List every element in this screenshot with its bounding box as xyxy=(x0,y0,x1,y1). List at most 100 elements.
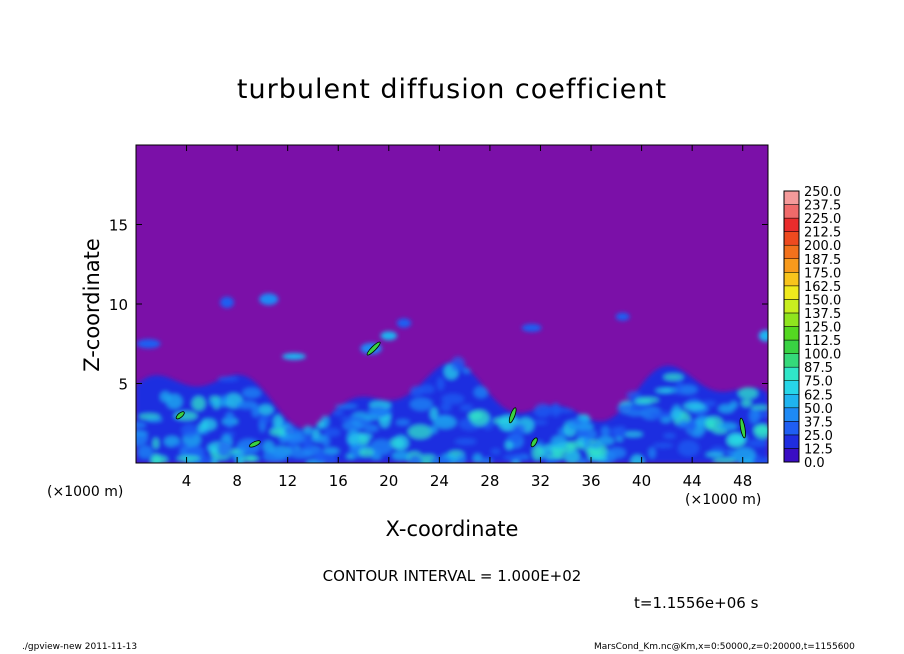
turbulence-blob xyxy=(701,400,716,407)
turbulence-blob xyxy=(615,426,627,438)
turbulence-blob xyxy=(363,424,379,433)
turbulence-blob xyxy=(332,409,344,416)
colorbar-bin xyxy=(783,272,800,287)
turbulence-blob xyxy=(211,456,218,463)
colorbar-bin xyxy=(783,366,800,381)
turbulence-blob xyxy=(290,449,313,459)
turbulence-blob xyxy=(456,453,466,463)
x-axis-label: X-coordinate xyxy=(385,517,519,541)
turbulence-blob xyxy=(635,397,659,403)
turbulence-blob xyxy=(663,432,676,439)
turbulence-blob xyxy=(648,447,656,459)
turbulence-blob xyxy=(322,435,330,448)
footer-left: ./gpview-new 2011-11-13 xyxy=(22,642,138,652)
turbulence-blob xyxy=(601,426,610,438)
turbulence-blob xyxy=(303,425,313,435)
turbulence-blob xyxy=(597,436,615,446)
turbulence-blob xyxy=(334,404,358,409)
turbulence-blob xyxy=(705,452,724,457)
turbulence-blob xyxy=(358,448,374,457)
x-tick-label: 4 xyxy=(182,472,192,490)
chart-title: turbulent diffusion coefficient xyxy=(236,74,668,105)
turbulence-blob xyxy=(181,423,198,438)
colorbar-label: 187.5 xyxy=(804,253,841,268)
x-tick-label: 24 xyxy=(430,472,449,490)
turbulence-blob xyxy=(283,425,297,435)
x-axis-ticks: 4 8 12 16 20 24 28 32 36 40 44 48 xyxy=(182,145,752,490)
turbulence-blob xyxy=(430,456,452,463)
turbulence-blob xyxy=(545,454,567,459)
colorbar-bin xyxy=(783,217,800,232)
turbulence-blob xyxy=(738,387,758,399)
turbulence-blob xyxy=(324,454,338,463)
eddy xyxy=(521,323,542,332)
eddy xyxy=(259,293,279,306)
turbulence-blob xyxy=(583,436,590,451)
turbulence-blob xyxy=(532,445,543,461)
turbulence-blob xyxy=(551,435,568,450)
x-tick-label: 12 xyxy=(278,472,297,490)
turbulence-blob xyxy=(323,447,340,455)
colorbar-label: 125.0 xyxy=(804,321,841,336)
turbulence-blob xyxy=(655,388,673,393)
turbulence-blob xyxy=(340,416,363,422)
turbulence-blob xyxy=(262,440,275,453)
turbulence-blob xyxy=(607,447,626,459)
x-tick-label: 36 xyxy=(581,472,600,490)
contour-streak xyxy=(175,411,185,420)
turbulence-blob xyxy=(242,387,262,399)
turbulence-blob xyxy=(433,415,457,429)
colorbar-bin xyxy=(783,421,800,436)
turbulence-blob xyxy=(258,404,274,415)
turbulence-blob xyxy=(733,447,756,463)
colorbar-label: 62.5 xyxy=(804,388,833,403)
turbulence-blob xyxy=(754,424,768,439)
turbulence-blob xyxy=(749,408,760,424)
colorbar-bin xyxy=(783,299,800,314)
turbulence-blob xyxy=(460,404,473,412)
turbulence-blob xyxy=(273,414,283,428)
turbulence-blob xyxy=(236,400,258,409)
colorbar-bin xyxy=(783,394,800,409)
colorbar-label: 137.5 xyxy=(804,307,841,322)
turbulence-blob xyxy=(281,433,306,444)
turbulence-blob xyxy=(347,429,360,446)
x-tick-label: 28 xyxy=(480,472,499,490)
turbulence-blob xyxy=(440,402,452,412)
turbulence-blob xyxy=(534,403,552,418)
turbulence-blob xyxy=(136,421,147,429)
turbulence-blob xyxy=(676,379,683,395)
turbulence-blob xyxy=(160,391,171,403)
turbulence-blob xyxy=(419,384,435,394)
turbulence-blob xyxy=(480,457,493,463)
contour-streak xyxy=(248,440,261,448)
turbulence-blob xyxy=(762,456,768,463)
turbulence-blob xyxy=(630,404,648,411)
turbulence-blob xyxy=(408,455,423,463)
colorbar-bin xyxy=(783,258,800,273)
turbulence-blob xyxy=(314,450,327,463)
x-tick-label: 16 xyxy=(329,472,348,490)
turbulence-blob xyxy=(587,455,608,462)
colorbar-label: 112.5 xyxy=(804,334,841,349)
turbulence-blob xyxy=(503,454,525,462)
y-tick-label: 10 xyxy=(109,296,128,314)
turbulence-blob xyxy=(741,399,752,407)
turbulence-blob xyxy=(258,414,271,424)
turbulence-blob xyxy=(626,390,641,401)
turbulence-blob xyxy=(441,393,464,405)
turbulence-blob xyxy=(653,443,674,448)
turbulence-blob xyxy=(747,439,768,447)
turbulence-blob xyxy=(567,418,592,431)
turbulence-blob xyxy=(578,458,588,463)
colorbar-label: 100.0 xyxy=(804,348,841,363)
turbulence-blob xyxy=(173,443,189,448)
turbulence-blob xyxy=(201,418,217,431)
x-axis-unit-right: (×1000 m) xyxy=(685,492,762,508)
turbulence-blob xyxy=(217,376,239,382)
turbulence-blob xyxy=(718,404,735,413)
turbulence-blob xyxy=(683,402,706,411)
turbulence-blob xyxy=(713,457,737,463)
colorbar-label: 162.5 xyxy=(804,280,841,295)
turbulence-blob xyxy=(251,404,260,418)
